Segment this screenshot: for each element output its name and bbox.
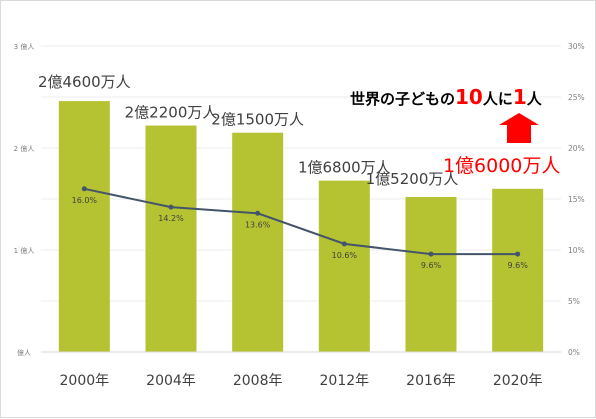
y-left-tick-label: 1 億人 [14, 246, 35, 255]
bar-data-label: 2億1500万人 [211, 111, 304, 129]
bar [492, 188, 544, 352]
y-left-tick-label: 億人 [17, 348, 31, 357]
bar-data-label: 2億4600万人 [38, 73, 131, 91]
line-point [255, 210, 261, 216]
y-right-tick-label: 30% [568, 42, 585, 51]
line-point [81, 186, 87, 192]
annotation-text: 世界の子どもの10人に1人 [350, 85, 543, 109]
line-point [341, 241, 347, 247]
line-series [81, 186, 521, 257]
y-right-tick-label: 0% [568, 348, 580, 357]
bar [145, 125, 197, 352]
annotation-part: 10 [455, 85, 483, 109]
line-point [428, 251, 434, 257]
line-series-path [84, 187, 518, 256]
x-tick-label: 2000年 [60, 373, 110, 389]
bar-data-label: 1億6800万人 [298, 159, 391, 177]
axes: 0% 5% 10% 15% 20% 25% 30% 億人 1 億人 2 億人 3 億人 2000年 20… [14, 42, 585, 389]
bar-series [58, 101, 544, 352]
line-data-label: 9.6% [421, 261, 442, 270]
x-tick-label: 2008年 [233, 373, 283, 389]
data-labels: 16.0% 14.2% 13.6% 10.6% 9.6% 9.6% 2億4600万人 2億22… [38, 73, 560, 270]
x-tick-label: 2012年 [320, 373, 370, 389]
line-point [515, 251, 521, 257]
line-data-label: 9.6% [508, 261, 529, 270]
x-tick-label: 2016年 [406, 373, 456, 389]
line-data-label: 14.2% [158, 214, 184, 223]
line-point [168, 204, 174, 210]
bar [318, 180, 370, 352]
y-right-tick-label: 5% [568, 297, 580, 306]
y-right-tick-label: 20% [568, 144, 585, 153]
bar-data-label: 1億6000万人 [443, 155, 560, 177]
y-left-tick-label: 2 億人 [14, 144, 35, 153]
line-data-label: 16.0% [72, 196, 98, 205]
annotation-part: 人 [527, 90, 543, 108]
up-arrow-icon [499, 113, 539, 143]
y-left-tick-label: 3 億人 [14, 42, 35, 51]
y-right-tick-label: 15% [568, 195, 585, 204]
annotation-part: 1 [513, 85, 527, 109]
y-right-tick-label: 25% [568, 93, 585, 102]
annotation: 世界の子どもの10人に1人 [350, 85, 543, 143]
bar-data-label: 2億2200万人 [125, 104, 218, 122]
bar [405, 196, 457, 352]
annotation-part: 人に [483, 90, 513, 108]
bar-data-label: 1億5200万人 [366, 170, 459, 188]
line-data-label: 10.6% [332, 251, 358, 260]
bar [232, 132, 284, 352]
line-data-label: 13.6% [245, 220, 271, 229]
bar [58, 101, 110, 352]
annotation-part: 世界の子どもの [350, 90, 455, 108]
x-tick-label: 2004年 [146, 373, 196, 389]
x-tick-label: 2020年 [493, 373, 543, 389]
y-right-tick-label: 10% [568, 246, 585, 255]
